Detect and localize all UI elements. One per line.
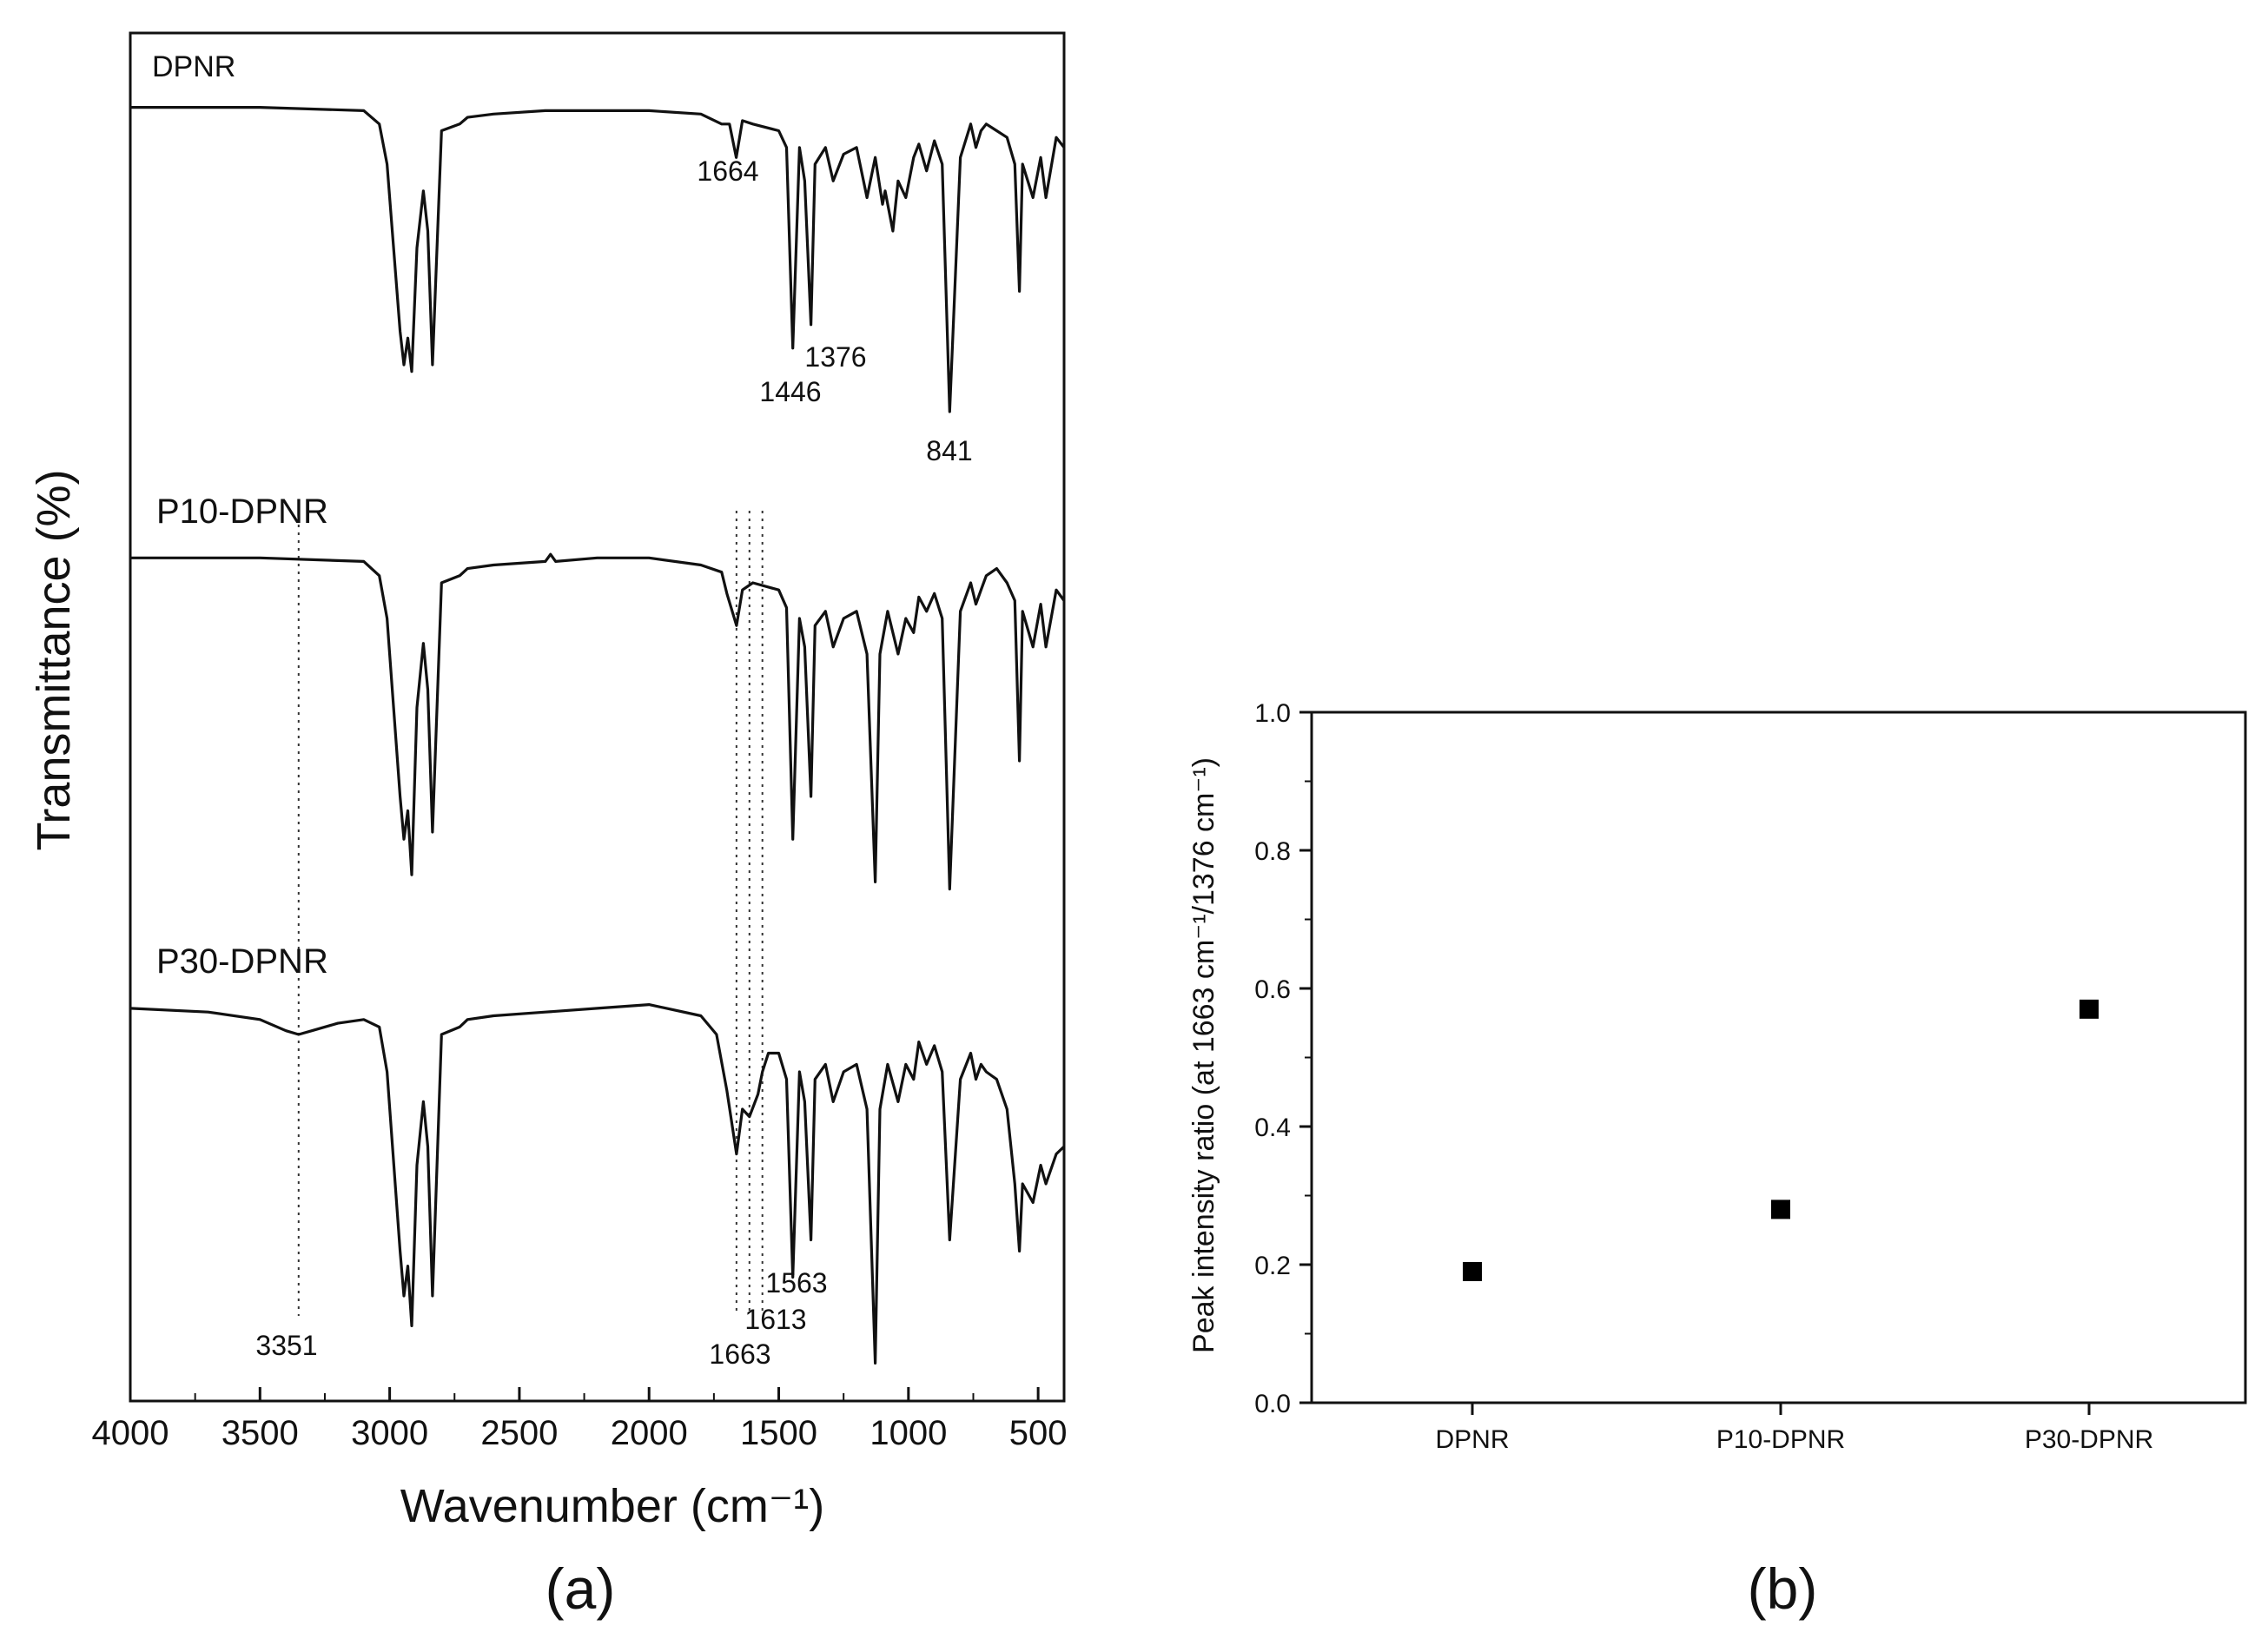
spectrum-line-dpnr bbox=[130, 105, 1066, 413]
panel-a-x-axis-label: Wavenumber (cm⁻¹) bbox=[400, 1480, 825, 1532]
panel-b-peak-ratio: 0.00.20.40.60.81.0 DPNR P10-DPNR P30-DPNR … bbox=[1187, 699, 2247, 1621]
panel-b-y-ticks: 0.0 0.2 0.4 0.6 0.8 1.0 bbox=[1254, 699, 1312, 1418]
x-tick-label: 500 bbox=[1009, 1414, 1068, 1452]
panel-b-x-ticks: DPNR P10-DPNR P30-DPNR bbox=[1435, 1403, 2153, 1454]
panel-b-letter: (b) bbox=[1748, 1556, 1818, 1621]
peak-label: 1376 bbox=[804, 341, 866, 373]
panel-a-series bbox=[129, 105, 1066, 1365]
series-label-p30-dpnr: P30-DPNR bbox=[156, 942, 328, 981]
y-tick-label: 0.0 bbox=[1254, 1390, 1291, 1418]
peak-label: 3351 bbox=[255, 1330, 317, 1361]
spectrum-line-p30-dpnr bbox=[129, 1002, 1066, 1365]
panel-b-y-axis-label: Peak intensity ratio (at 1663 cm⁻¹/1376 … bbox=[1187, 757, 1220, 1353]
x-tick-label: P10-DPNR bbox=[1716, 1425, 1845, 1454]
panel-a-x-ticks: 4000 3500 3000 2500 2000 1500 1000 500 bbox=[92, 1387, 1068, 1452]
x-tick-label: 2500 bbox=[480, 1414, 558, 1452]
data-point-dpnr bbox=[1463, 1261, 1482, 1281]
panel-a-guide-lines bbox=[297, 511, 764, 1316]
panel-a-ftir-spectra: 4000 3500 3000 2500 2000 1500 1000 500 DPNR P10-… bbox=[28, 31, 1068, 1621]
series-label-p10-dpnr: P10-DPNR bbox=[156, 492, 328, 531]
x-tick-label: 3500 bbox=[222, 1414, 299, 1452]
x-tick-label: P30-DPNR bbox=[2025, 1425, 2153, 1454]
x-tick-label: 4000 bbox=[92, 1414, 169, 1452]
peak-label: 1664 bbox=[697, 155, 758, 187]
x-tick-label: 3000 bbox=[351, 1414, 428, 1452]
y-tick-label: 0.8 bbox=[1254, 837, 1291, 866]
panel-a-series-labels: DPNR P10-DPNR P30-DPNR bbox=[152, 50, 328, 981]
panel-b-points bbox=[1463, 999, 2099, 1281]
x-tick-label: 2000 bbox=[611, 1414, 688, 1452]
peak-label: 1446 bbox=[759, 376, 821, 407]
peak-label: 841 bbox=[926, 435, 972, 466]
peak-label: 1613 bbox=[744, 1304, 806, 1335]
y-tick-label: 0.2 bbox=[1254, 1252, 1291, 1280]
y-tick-label: 0.6 bbox=[1254, 975, 1291, 1004]
y-tick-label: 0.4 bbox=[1254, 1114, 1291, 1142]
panel-a-y-axis-label: Transmittance (%) bbox=[28, 469, 80, 850]
series-label-dpnr: DPNR bbox=[152, 50, 235, 83]
data-point-p10-dpnr bbox=[1771, 1200, 1790, 1219]
spectrum-line-p10-dpnr bbox=[130, 552, 1066, 891]
x-tick-label: 1500 bbox=[740, 1414, 817, 1452]
data-point-p30-dpnr bbox=[2080, 999, 2099, 1019]
peak-label: 1563 bbox=[765, 1267, 827, 1299]
y-tick-label: 1.0 bbox=[1254, 699, 1291, 728]
panel-a-letter: (a) bbox=[546, 1556, 616, 1621]
peak-label: 1663 bbox=[709, 1338, 770, 1370]
panel-a-plot-frame bbox=[129, 31, 1066, 1403]
x-tick-label: DPNR bbox=[1435, 1425, 1509, 1454]
x-tick-label: 1000 bbox=[870, 1414, 947, 1452]
panel-b-plot-frame bbox=[1310, 710, 2247, 1404]
